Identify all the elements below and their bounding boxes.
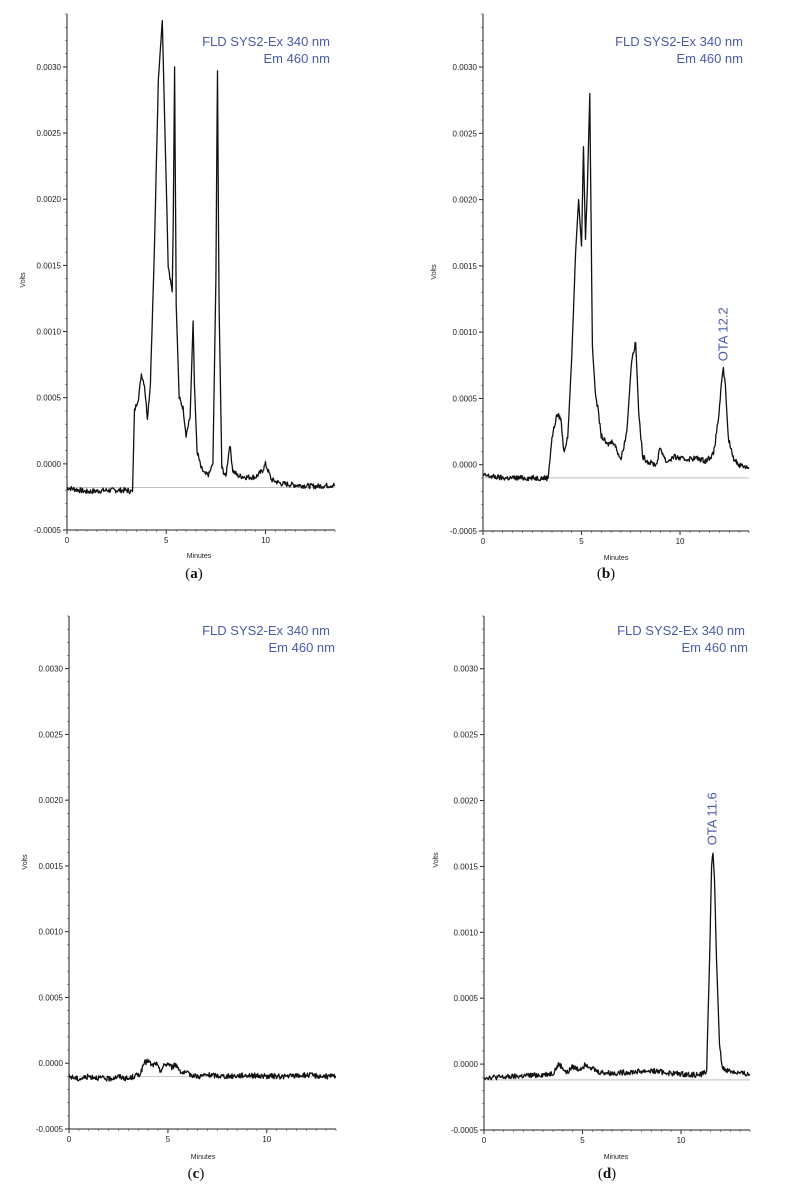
chart-panel-c: Volts Minutes FLD SYS2-Ex 340 nm Em 460 … [0,594,394,1187]
y-tick-label-c-2: 0.0020 [39,796,64,805]
x-axis-title-d: Minutes [604,1154,629,1161]
y-tick-label-b-5: 0.0005 [453,394,478,403]
y-axis-title-d: Volts [433,852,440,868]
x-tick-label-b-2: 10 [676,537,685,546]
y-tick-label-d-1: 0.0025 [454,731,479,740]
y-tick-label-b-0: 0.0030 [453,63,478,72]
x-tick-label-b-0: 0 [481,537,486,546]
y-tick-label-a-0: 0.0030 [37,63,62,72]
x-tick-label-a-1: 5 [164,536,169,545]
y-tick-label-a-1: 0.0025 [37,129,62,138]
chromatogram-trace-a-0 [66,19,336,495]
y-tick-label-a-6: 0.0000 [37,460,62,469]
chart-panel-d: Volts Minutes FLD SYS2-Ex 340 nm Em 460 … [395,594,789,1187]
peak-label-b-0: OTA 12.2 [715,307,730,361]
y-tick-label-d-3: 0.0015 [454,862,479,871]
caption-c: (c) [187,1166,205,1182]
y-tick-label-b-2: 0.0020 [453,196,478,205]
caption-b: (b) [596,566,616,582]
detector-label-line1-a: FLD SYS2-Ex 340 nm [202,34,330,49]
y-tick-label-d-0: 0.0030 [454,665,479,674]
x-tick-label-c-2: 10 [262,1135,271,1144]
y-tick-label-a-3: 0.0015 [37,261,62,270]
y-tick-label-c-0: 0.0030 [39,665,64,674]
x-tick-label-c-1: 5 [166,1135,171,1144]
y-axis-title-b: Volts [431,264,438,280]
chromatogram-trace-c-0 [68,1058,337,1082]
x-axis-title-c: Minutes [191,1154,216,1161]
y-tick-label-a-7: -0.0005 [34,526,62,535]
y-tick-label-d-2: 0.0020 [454,797,479,806]
chart-svg-c: Volts Minutes FLD SYS2-Ex 340 nm Em 460 … [22,615,337,1161]
x-axis-title-a: Minutes [187,553,212,560]
chromatogram-trace-b-0 [482,92,750,482]
chart-panel-a: Volts Minutes FLD SYS2-Ex 340 nm Em 460 … [0,0,394,594]
y-tick-label-c-4: 0.0010 [39,928,64,937]
y-tick-label-a-2: 0.0020 [37,195,62,204]
y-tick-label-c-6: 0.0000 [39,1059,64,1068]
chart-svg-d: Volts Minutes FLD SYS2-Ex 340 nm Em 460 … [433,615,751,1161]
detector-label-line1-c: FLD SYS2-Ex 340 nm [202,623,330,638]
y-tick-label-b-3: 0.0015 [453,262,478,271]
chart-panel-b: Volts Minutes FLD SYS2-Ex 340 nm Em 460 … [395,0,789,594]
caption-d: (d) [597,1166,617,1182]
y-tick-label-a-4: 0.0010 [37,328,62,337]
detector-label-line2-b: Em 460 nm [677,51,743,66]
y-tick-label-c-7: -0.0005 [36,1125,64,1134]
x-tick-label-b-1: 5 [579,537,584,546]
detector-label-line1-d: FLD SYS2-Ex 340 nm [617,623,745,638]
y-tick-label-b-1: 0.0025 [453,129,478,138]
chart-svg-a: Volts Minutes FLD SYS2-Ex 340 nm Em 460 … [20,13,336,560]
chart-svg-b: Volts Minutes FLD SYS2-Ex 340 nm Em 460 … [431,13,750,562]
x-tick-label-d-1: 5 [580,1136,585,1145]
y-tick-label-b-7: -0.0005 [450,527,478,536]
y-tick-label-c-5: 0.0005 [39,993,64,1002]
detector-label-line2-a: Em 460 nm [264,51,330,66]
peak-label-d-0: OTA 11.6 [705,792,720,845]
detector-label-line2-c: Em 460 nm [269,640,335,655]
caption-a: (a) [185,566,203,582]
y-tick-label-b-4: 0.0010 [453,328,478,337]
chromatogram-trace-d-0 [483,852,751,1081]
y-tick-label-d-4: 0.0010 [454,928,479,937]
detector-label-line2-d: Em 460 nm [682,640,748,655]
x-tick-label-a-2: 10 [261,536,270,545]
x-tick-label-a-0: 0 [65,536,70,545]
x-tick-label-d-2: 10 [677,1136,686,1145]
x-tick-label-c-0: 0 [67,1135,72,1144]
y-tick-label-d-7: -0.0005 [451,1126,479,1135]
y-tick-label-c-1: 0.0025 [39,730,64,739]
x-axis-title-b: Minutes [604,555,629,562]
y-tick-label-b-6: 0.0000 [453,461,478,470]
y-axis-title-c: Volts [22,854,29,870]
x-tick-label-d-0: 0 [482,1136,487,1145]
y-tick-label-d-5: 0.0005 [454,994,479,1003]
y-axis-title-a: Volts [20,272,27,288]
y-tick-label-d-6: 0.0000 [454,1060,479,1069]
y-tick-label-c-3: 0.0015 [39,862,64,871]
y-tick-label-a-5: 0.0005 [37,394,62,403]
detector-label-line1-b: FLD SYS2-Ex 340 nm [615,34,743,49]
